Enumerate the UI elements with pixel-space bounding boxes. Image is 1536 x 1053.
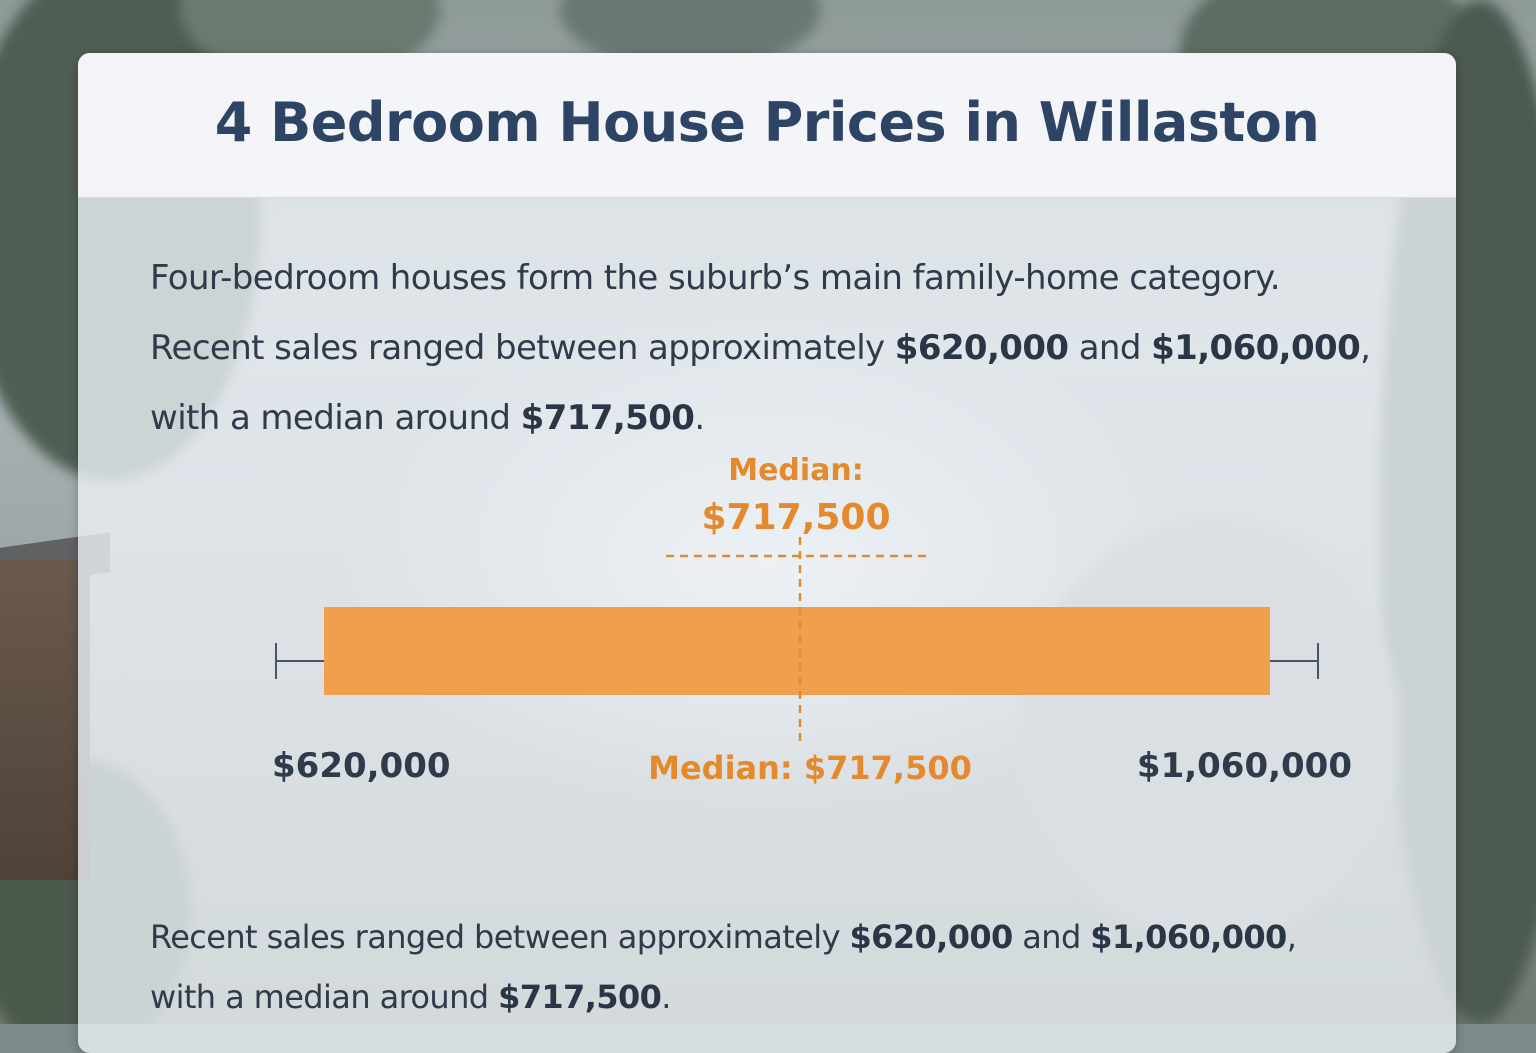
intro-paragraph: Four-bedroom houses form the suburb’s ma… [150, 243, 1371, 453]
card-header: 4 Bedroom House Prices in Willaston [78, 53, 1456, 198]
footer-period: . [661, 978, 671, 1016]
intro-line-1: Four-bedroom houses form the suburb’s ma… [150, 258, 1281, 298]
max-price-label: $1,060,000 [1137, 746, 1352, 786]
page-title: 4 Bedroom House Prices in Willaston [214, 91, 1320, 154]
intro-period: . [694, 398, 705, 438]
footer-comma: , [1286, 918, 1297, 956]
median-top-label-line1: Median: [728, 453, 864, 488]
intro-line-2-text: Recent sales ranged between approximatel… [150, 328, 895, 368]
price-range-chart: Median: $717,500 $620,000 Median: $717,5… [272, 453, 1352, 787]
intro-min-price: $620,000 [894, 328, 1069, 368]
footer-line-2-text: with a median around [150, 978, 499, 1016]
intro-comma: , [1360, 328, 1371, 368]
footer-max-price: $1,060,000 [1090, 918, 1287, 956]
price-range-bar [324, 607, 1270, 695]
footer-median-price: $717,500 [498, 978, 662, 1016]
median-bottom-label: Median: $717,500 [648, 749, 972, 787]
info-card: 4 Bedroom House Prices in Willaston Four… [78, 53, 1456, 1053]
intro-line-3-text: with a median around [150, 398, 521, 438]
intro-max-price: $1,060,000 [1151, 328, 1361, 368]
intro-median-price: $717,500 [520, 398, 695, 438]
min-price-label: $620,000 [272, 746, 451, 786]
footer-line-1-text: Recent sales ranged between approximatel… [150, 918, 850, 956]
footer-paragraph: Recent sales ranged between approximatel… [150, 907, 1297, 1027]
median-top-label-line2: $717,500 [701, 497, 890, 538]
footer-min-price: $620,000 [849, 918, 1013, 956]
intro-and: and [1068, 328, 1152, 368]
footer-and: and [1012, 918, 1091, 956]
